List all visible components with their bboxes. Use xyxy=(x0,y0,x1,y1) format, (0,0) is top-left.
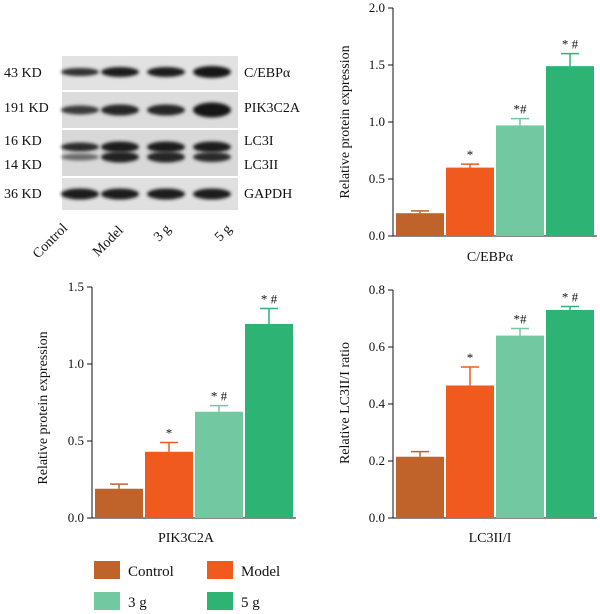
blot-band xyxy=(147,188,185,200)
y-axis-title: Relative LC3II/I ratio xyxy=(338,342,353,464)
bar xyxy=(546,66,594,236)
blot-lane-label: Model xyxy=(90,223,127,260)
blot-band xyxy=(61,153,99,161)
blot-bands xyxy=(61,66,231,200)
legend-swatch-control xyxy=(94,561,120,579)
y-tick-label: 0.6 xyxy=(369,339,386,354)
bar xyxy=(396,456,444,518)
pik3c2a-bar-chart: Relative protein expression PIK3C2A 0.0 0… xyxy=(36,279,296,546)
blot-band xyxy=(101,141,139,153)
significance-label: *# xyxy=(514,102,528,117)
blot-size-label: 14 KD xyxy=(4,158,42,173)
legend-swatch-5g xyxy=(207,592,233,610)
blot-size-label: 36 KD xyxy=(4,187,42,202)
blot-band xyxy=(61,68,99,76)
blot-band xyxy=(193,152,231,162)
blot-band xyxy=(147,67,185,77)
significance-label: * xyxy=(467,350,474,365)
blot-band xyxy=(101,188,139,200)
blot-size-label: 43 KD xyxy=(4,66,42,81)
blot-band xyxy=(193,141,231,153)
blot-band xyxy=(61,142,99,152)
legend-label-3g: 3 g xyxy=(128,595,147,611)
blot-band xyxy=(61,188,99,200)
significance-label: * # xyxy=(562,290,579,305)
blot-lane-label: Control xyxy=(30,221,71,262)
lc3-ratio-bar-chart: Relative LC3II/I ratio LC3II/I 0.0 0.2 0.4… xyxy=(338,282,597,546)
legend-swatch-model xyxy=(207,561,233,579)
blot-protein-label: LC3II xyxy=(244,158,279,173)
bar xyxy=(496,125,544,236)
blot-protein-label: PIK3C2A xyxy=(244,101,301,116)
bar xyxy=(245,323,293,518)
blot-lane-label: 5 g xyxy=(212,222,235,245)
y-tick-label: 0.4 xyxy=(369,396,386,411)
bar xyxy=(95,488,143,518)
legend-label-model: Model xyxy=(241,564,280,580)
bar xyxy=(145,451,193,518)
blot-band xyxy=(147,104,185,116)
y-tick-label: 2.0 xyxy=(369,0,385,15)
blot-band xyxy=(101,104,139,116)
bar xyxy=(195,411,243,518)
x-axis-title: C/EBPα xyxy=(467,250,514,265)
y-tick-label: 0.5 xyxy=(68,433,84,448)
y-tick-label: 0.0 xyxy=(68,510,84,525)
y-tick-label: 1.0 xyxy=(369,114,385,129)
y-axis-title: Relative protein expression xyxy=(36,331,51,484)
blot-size-label: 16 KD xyxy=(4,134,42,149)
y-axis-title: Relative protein expression xyxy=(338,45,353,198)
blot-band xyxy=(147,151,185,163)
y-tick-label: 1.5 xyxy=(68,279,84,294)
bar xyxy=(396,213,444,236)
bar xyxy=(446,167,494,236)
blot-band xyxy=(101,67,139,77)
blot-protein-label: GAPDH xyxy=(244,187,292,202)
y-tick-label: 0.0 xyxy=(369,510,385,525)
x-axis-title: PIK3C2A xyxy=(158,531,215,546)
blot-lane-label: 3 g xyxy=(151,222,174,245)
significance-label: * xyxy=(467,147,474,162)
blot-band xyxy=(193,188,231,200)
y-tick-label: 0.8 xyxy=(369,282,385,297)
blot-band xyxy=(193,66,231,78)
blot-band xyxy=(193,102,231,118)
legend-label-control: Control xyxy=(128,564,174,580)
significance-label: * xyxy=(166,426,173,441)
blot-protein-label: C/EBPα xyxy=(244,66,291,81)
legend-label-5g: 5 g xyxy=(241,595,260,611)
significance-label: * # xyxy=(261,292,278,307)
significance-label: * # xyxy=(562,37,579,52)
legend-swatch-3g xyxy=(94,592,120,610)
cebpa-bar-chart: Relative protein expression C/EBPα 0.0 0.… xyxy=(338,0,597,265)
y-tick-label: 0.0 xyxy=(369,228,385,243)
y-tick-label: 0.5 xyxy=(369,171,385,186)
blot-size-label: 191 KD xyxy=(4,101,49,116)
bar xyxy=(496,335,544,518)
blot-band xyxy=(101,151,139,163)
x-axis-title: LC3II/I xyxy=(469,531,512,546)
bar xyxy=(446,385,494,518)
western-blot-panel: 43 KD 191 KD 16 KD 14 KD 36 KD C/EBPα PI… xyxy=(4,56,301,262)
significance-label: * # xyxy=(211,389,228,404)
blot-band xyxy=(61,105,99,115)
blot-protein-label: LC3I xyxy=(244,134,274,149)
y-tick-label: 1.0 xyxy=(68,356,84,371)
significance-label: *# xyxy=(514,311,528,326)
blot-band xyxy=(147,141,185,153)
bar xyxy=(546,309,594,518)
y-tick-label: 0.2 xyxy=(369,453,385,468)
legend: Control Model 3 g 5 g xyxy=(94,561,280,611)
y-tick-label: 1.5 xyxy=(369,57,385,72)
